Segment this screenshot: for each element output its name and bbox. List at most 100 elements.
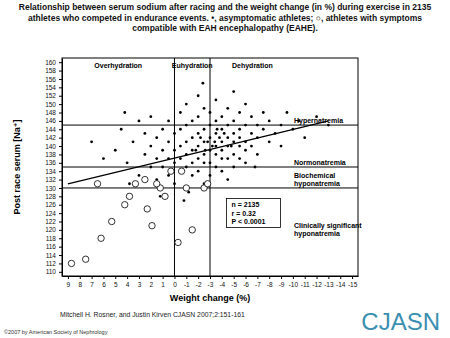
y-tick-mark bbox=[59, 154, 62, 155]
filled-point bbox=[215, 153, 218, 156]
y-tick: 150 bbox=[45, 101, 62, 108]
filled-point bbox=[220, 128, 223, 131]
title-line: compatible with EAH encephalopathy (EAHE… bbox=[132, 23, 318, 33]
y-tick: 142 bbox=[45, 134, 62, 141]
y-tick: 144 bbox=[45, 126, 62, 133]
filled-point bbox=[194, 149, 197, 152]
y-tick-label: 120 bbox=[45, 226, 56, 233]
y-tick-mark bbox=[59, 62, 62, 63]
x-tick-mark bbox=[174, 276, 175, 279]
journal-logo: CJASN bbox=[361, 308, 440, 335]
filled-point bbox=[220, 170, 223, 173]
plot-frame bbox=[62, 58, 358, 276]
x-tick: 5 bbox=[114, 276, 118, 288]
filled-point bbox=[179, 128, 182, 131]
filled-point bbox=[197, 170, 200, 173]
title-line: Relationship between serum sodium after … bbox=[19, 2, 432, 12]
y-tick-label: 134 bbox=[45, 168, 56, 175]
x-tick-label: 8 bbox=[78, 281, 82, 288]
reference-lines bbox=[62, 58, 358, 276]
y-tick: 112 bbox=[46, 260, 62, 267]
region-label: Overhydration bbox=[94, 62, 142, 70]
x-tick-mark bbox=[340, 276, 341, 279]
filled-point bbox=[220, 149, 223, 152]
x-tick-mark bbox=[257, 276, 258, 279]
x-tick-mark bbox=[115, 276, 116, 279]
filled-point bbox=[280, 145, 283, 148]
x-tick-mark bbox=[68, 276, 69, 279]
x-tick-label: -10 bbox=[289, 281, 299, 288]
x-tick-mark bbox=[352, 276, 353, 279]
y-tick: 128 bbox=[45, 193, 62, 200]
filled-point bbox=[250, 132, 253, 135]
x-tick: 2 bbox=[149, 276, 153, 288]
annotations: OverhydrationEuhydrationDehydrationHyper… bbox=[94, 62, 362, 238]
filled-point bbox=[226, 178, 229, 181]
filled-point bbox=[173, 132, 176, 135]
filled-point bbox=[161, 128, 164, 131]
source-note: Mitchell H. Rosner, and Justin Kirven CJ… bbox=[60, 311, 245, 318]
filled-point bbox=[197, 145, 200, 148]
open-point bbox=[94, 181, 100, 187]
y-tick-label: 132 bbox=[45, 176, 56, 183]
y-tick-label: 156 bbox=[45, 76, 56, 83]
region-label: Euhydration bbox=[172, 62, 213, 70]
filled-point bbox=[197, 132, 200, 135]
filled-point bbox=[90, 140, 93, 143]
y-tick-label: 112 bbox=[46, 260, 57, 267]
x-tick-label: -5 bbox=[231, 281, 237, 288]
sodium-label-line: hyponatremia bbox=[294, 230, 340, 238]
x-tick: -12 bbox=[312, 276, 322, 288]
x-tick-label: -9 bbox=[279, 281, 285, 288]
sodium-label-line: hyponatremia bbox=[294, 180, 340, 188]
filled-point bbox=[226, 107, 229, 110]
y-tick: 116 bbox=[46, 243, 62, 250]
filled-point bbox=[232, 132, 235, 135]
filled-point bbox=[218, 136, 221, 139]
x-tick: 0 bbox=[173, 276, 177, 288]
x-tick-label: -14 bbox=[336, 281, 346, 288]
x-tick-mark bbox=[293, 276, 294, 279]
y-tick-label: 110 bbox=[46, 268, 57, 275]
y-tick-mark bbox=[59, 255, 62, 256]
x-tick-mark bbox=[151, 276, 152, 279]
filled-point bbox=[268, 119, 271, 122]
open-point bbox=[149, 222, 155, 228]
open-point bbox=[126, 193, 132, 199]
data-layer bbox=[68, 82, 330, 267]
stats-text: r = 0.32 bbox=[232, 210, 256, 217]
y-tick: 148 bbox=[45, 109, 62, 116]
stats-text: P < 0.0001 bbox=[232, 218, 266, 225]
sodium-label: Biochemicalhyponatremia bbox=[294, 172, 340, 188]
copyright: ©2007 by American Society of Nephrology bbox=[4, 329, 108, 335]
chart-title: Relationship between serum sodium after … bbox=[19, 2, 432, 33]
x-tick-mark bbox=[210, 276, 211, 279]
y-tick-mark bbox=[59, 272, 62, 273]
sodium-label-line: Normonatremia bbox=[294, 159, 346, 166]
filled-point bbox=[232, 166, 235, 169]
y-tick: 118 bbox=[46, 235, 62, 242]
filled-point bbox=[213, 140, 216, 143]
y-tick: 152 bbox=[45, 92, 62, 99]
filled-point bbox=[149, 145, 152, 148]
stats-text: n = 2135 bbox=[232, 201, 260, 208]
filled-point bbox=[203, 128, 206, 131]
y-tick-label: 150 bbox=[45, 101, 56, 108]
filled-point bbox=[179, 145, 182, 148]
x-tick: 8 bbox=[78, 276, 82, 288]
filled-point bbox=[161, 149, 164, 152]
y-tick: 130 bbox=[45, 185, 62, 192]
filled-point bbox=[201, 82, 204, 85]
x-axis-title: Weight change (%) bbox=[170, 293, 250, 303]
y-tick-label: 148 bbox=[45, 109, 56, 116]
filled-point bbox=[215, 132, 218, 135]
filled-point bbox=[232, 90, 235, 93]
x-tick: -8 bbox=[267, 276, 273, 288]
y-tick-mark bbox=[59, 238, 62, 239]
filled-point bbox=[216, 128, 219, 131]
region-label: Dehydration bbox=[232, 62, 273, 70]
filled-point bbox=[185, 140, 188, 143]
x-tick-mark bbox=[127, 276, 128, 279]
x-tick-mark bbox=[246, 276, 247, 279]
y-tick-mark bbox=[59, 96, 62, 97]
